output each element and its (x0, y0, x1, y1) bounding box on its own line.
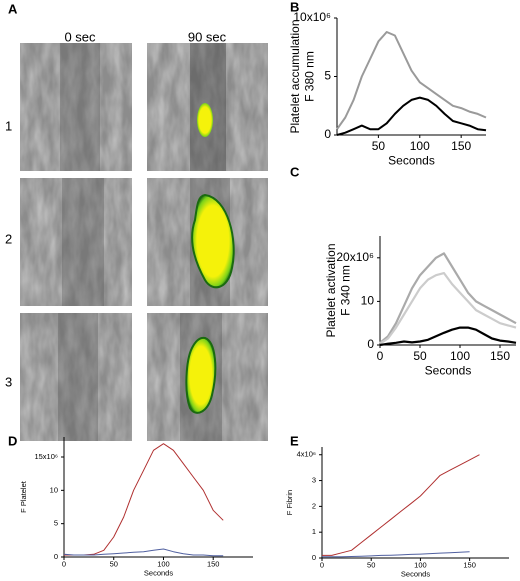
y-axis-label: F Fibrin (285, 490, 294, 515)
series-line (322, 454, 480, 556)
x-axis-label: Seconds (425, 364, 472, 378)
x-axis-label: Seconds (401, 569, 430, 578)
y-tick-label: 20x10⁶ (336, 250, 374, 264)
x-tick-label: 0 (377, 349, 384, 363)
series-line (379, 272, 517, 345)
x-tick-label: 100 (410, 139, 430, 153)
x-tick-label: 50 (413, 349, 427, 363)
y-tick-label: 1 (312, 527, 316, 536)
panel-label: A (8, 1, 18, 16)
x-tick-label: 0 (62, 559, 66, 568)
y-tick-label: 5 (324, 69, 331, 83)
panel-label: B (290, 0, 299, 14)
series-line (322, 551, 470, 558)
series-line (63, 548, 224, 557)
y-tick-label: 4x10⁶ (297, 450, 316, 459)
x-tick-label: 100 (157, 559, 170, 568)
x-tick-label: 150 (463, 560, 476, 569)
panel-label: D (8, 433, 17, 448)
row-label: 3 (5, 374, 12, 389)
y-tick-label: 5 (54, 519, 58, 528)
x-tick-label: 50 (110, 559, 118, 568)
y-tick-label: 15x10⁶ (34, 452, 58, 461)
x-tick-label: 150 (207, 559, 220, 568)
y-tick-label: 10 (361, 294, 375, 308)
y-axis-label: Platelet activation (324, 243, 338, 337)
series-line (336, 96, 487, 136)
column-label: 0 sec (64, 29, 96, 44)
y-tick-label: 0 (367, 337, 374, 351)
x-tick-label: 100 (450, 349, 470, 363)
x-tick-label: 50 (367, 560, 375, 569)
y-tick-label: 3 (312, 476, 316, 485)
panel-label: E (290, 433, 299, 448)
y-tick-label: 10x10⁶ (293, 10, 331, 24)
y-tick-label: 0 (54, 552, 58, 561)
y-tick-label: 0 (312, 553, 316, 562)
panel-label: C (290, 164, 300, 179)
column-label: 90 sec (188, 29, 227, 44)
x-tick-label: 50 (372, 139, 386, 153)
row-label: 1 (5, 118, 12, 133)
y-axis-label: F 340 nm (339, 265, 353, 316)
y-axis-label: Platelet accumulation (288, 19, 302, 133)
series-line (379, 326, 517, 347)
x-tick-label: 0 (320, 560, 324, 569)
x-axis-label: Seconds (144, 568, 173, 577)
x-axis-label: Seconds (388, 154, 435, 168)
y-tick-label: 0 (324, 127, 331, 141)
series-line (379, 252, 517, 344)
y-tick-label: 2 (312, 501, 316, 510)
y-tick-label: 10 (50, 485, 58, 494)
x-tick-label: 150 (490, 349, 510, 363)
x-tick-label: 100 (414, 560, 427, 569)
series-line (64, 443, 224, 556)
y-axis-label: F 380 nm (303, 51, 317, 102)
micrographs (20, 43, 268, 441)
image-panel: A 0 sec 90 sec 1 2 3 (5, 1, 268, 441)
x-tick-label: 150 (451, 139, 471, 153)
y-axis-label: F Platelet (19, 480, 28, 513)
row-label: 2 (5, 231, 12, 246)
series-line (336, 31, 487, 130)
